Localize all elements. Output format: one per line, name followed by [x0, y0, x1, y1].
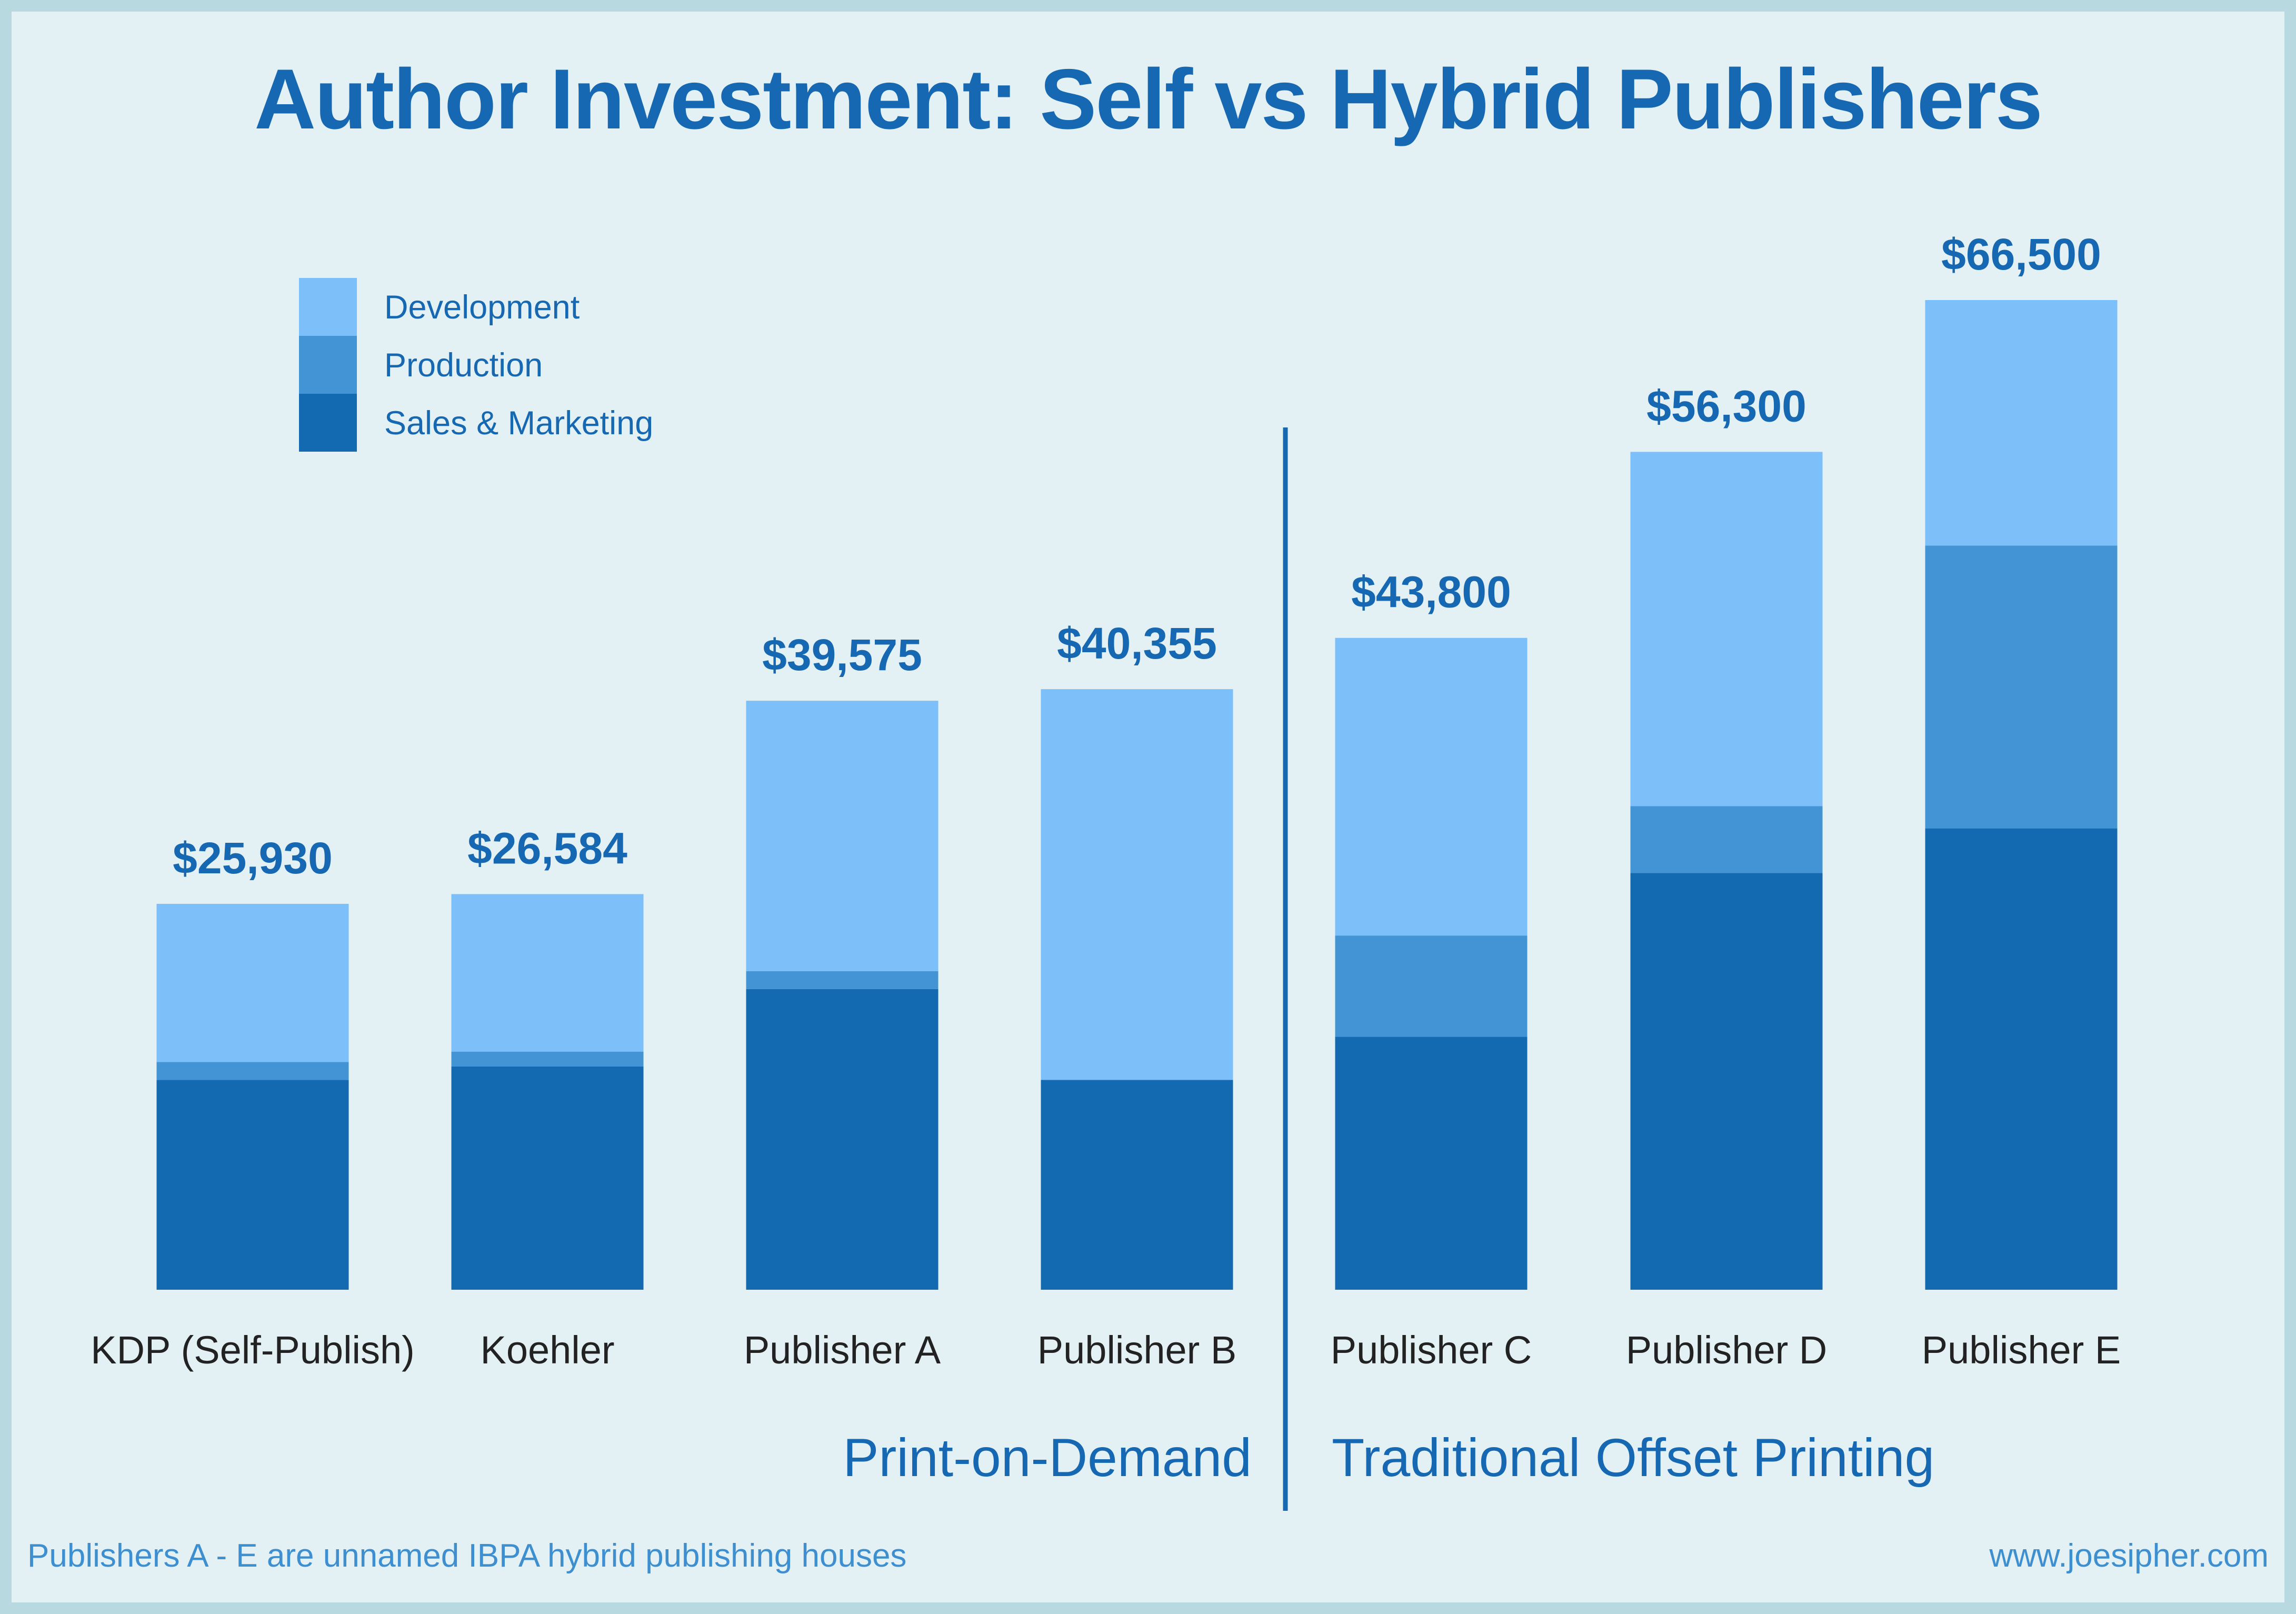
category-label-publisher-c: Publisher C [1331, 1328, 1532, 1372]
chart-title: Author Investment: Self vs Hybrid Publis… [254, 52, 2042, 147]
legend-swatch-development [299, 278, 357, 336]
total-label-publisher-c: $43,800 [1351, 567, 1511, 617]
category-label-publisher-a: Publisher A [744, 1328, 941, 1372]
bar-development-publisher-d [1630, 452, 1823, 806]
bar-development-kdp-self-publish [156, 903, 349, 1062]
bar-series [156, 300, 2118, 1290]
chart-canvas: Author Investment: Self vs Hybrid Publis… [12, 12, 2284, 1602]
total-label-publisher-d: $56,300 [1646, 381, 1806, 431]
legend-label-development: Development [384, 289, 580, 326]
total-label-publisher-b: $40,355 [1057, 619, 1217, 668]
bar-sales-marketing-publisher-d [1630, 873, 1823, 1290]
legend-swatch-production [299, 336, 357, 394]
legend-label-sales-marketing: Sales & Marketing [384, 405, 653, 442]
total-labels: $25,930 $26,584 $39,575 $40,355 $43,800 $56,3… [173, 230, 2101, 883]
category-label-publisher-b: Publisher B [1037, 1328, 1236, 1372]
total-label-publisher-e: $66,500 [1941, 230, 2101, 279]
bar-development-publisher-e [1925, 300, 2118, 546]
stacked-bar-chart: Author Investment: Self vs Hybrid Publis… [27, 52, 2269, 1574]
bar-production-publisher-a [746, 971, 939, 989]
total-label-kdp-self-publish: $25,930 [173, 833, 333, 883]
total-label-publisher-a: $39,575 [762, 630, 922, 680]
bar-production-publisher-d [1630, 806, 1823, 873]
footer-site: www.joesipher.com [1989, 1538, 2269, 1574]
bar-sales-marketing-publisher-b [1041, 1080, 1233, 1290]
bar-development-publisher-b [1041, 689, 1233, 1080]
bar-development-publisher-c [1335, 637, 1528, 936]
total-label-koehler: $26,584 [467, 823, 627, 873]
legend: Development Production Sales & Marketing [299, 278, 653, 452]
bar-production-koehler [451, 1051, 644, 1067]
bar-production-kdp-self-publish [156, 1062, 349, 1080]
bar-sales-marketing-kdp-self-publish [156, 1080, 349, 1290]
category-label-publisher-d: Publisher D [1626, 1328, 1828, 1372]
bar-sales-marketing-publisher-e [1925, 828, 2118, 1290]
group-label-print-on-demand: Print-on-Demand [843, 1428, 1252, 1488]
legend-label-production: Production [384, 347, 543, 384]
bar-development-publisher-a [746, 701, 939, 972]
category-labels: KDP (Self-Publish) Koehler Publisher A Publ… [91, 1328, 2121, 1372]
legend-swatch-sales-marketing [299, 394, 357, 452]
bar-production-publisher-e [1925, 545, 2118, 829]
bar-production-publisher-c [1335, 935, 1528, 1037]
bar-sales-marketing-publisher-c [1335, 1037, 1528, 1290]
category-label-publisher-e: Publisher E [1922, 1328, 2121, 1372]
category-label-koehler: Koehler [480, 1328, 614, 1372]
footer-note: Publishers A - E are unnamed IBPA hybrid… [27, 1538, 906, 1574]
category-label-kdp-self-publish: KDP (Self-Publish) [91, 1328, 415, 1372]
bar-sales-marketing-koehler [451, 1066, 644, 1290]
bar-sales-marketing-publisher-a [746, 989, 939, 1290]
group-label-traditional-offset: Traditional Offset Printing [1332, 1428, 1934, 1488]
bar-development-koehler [451, 894, 644, 1052]
